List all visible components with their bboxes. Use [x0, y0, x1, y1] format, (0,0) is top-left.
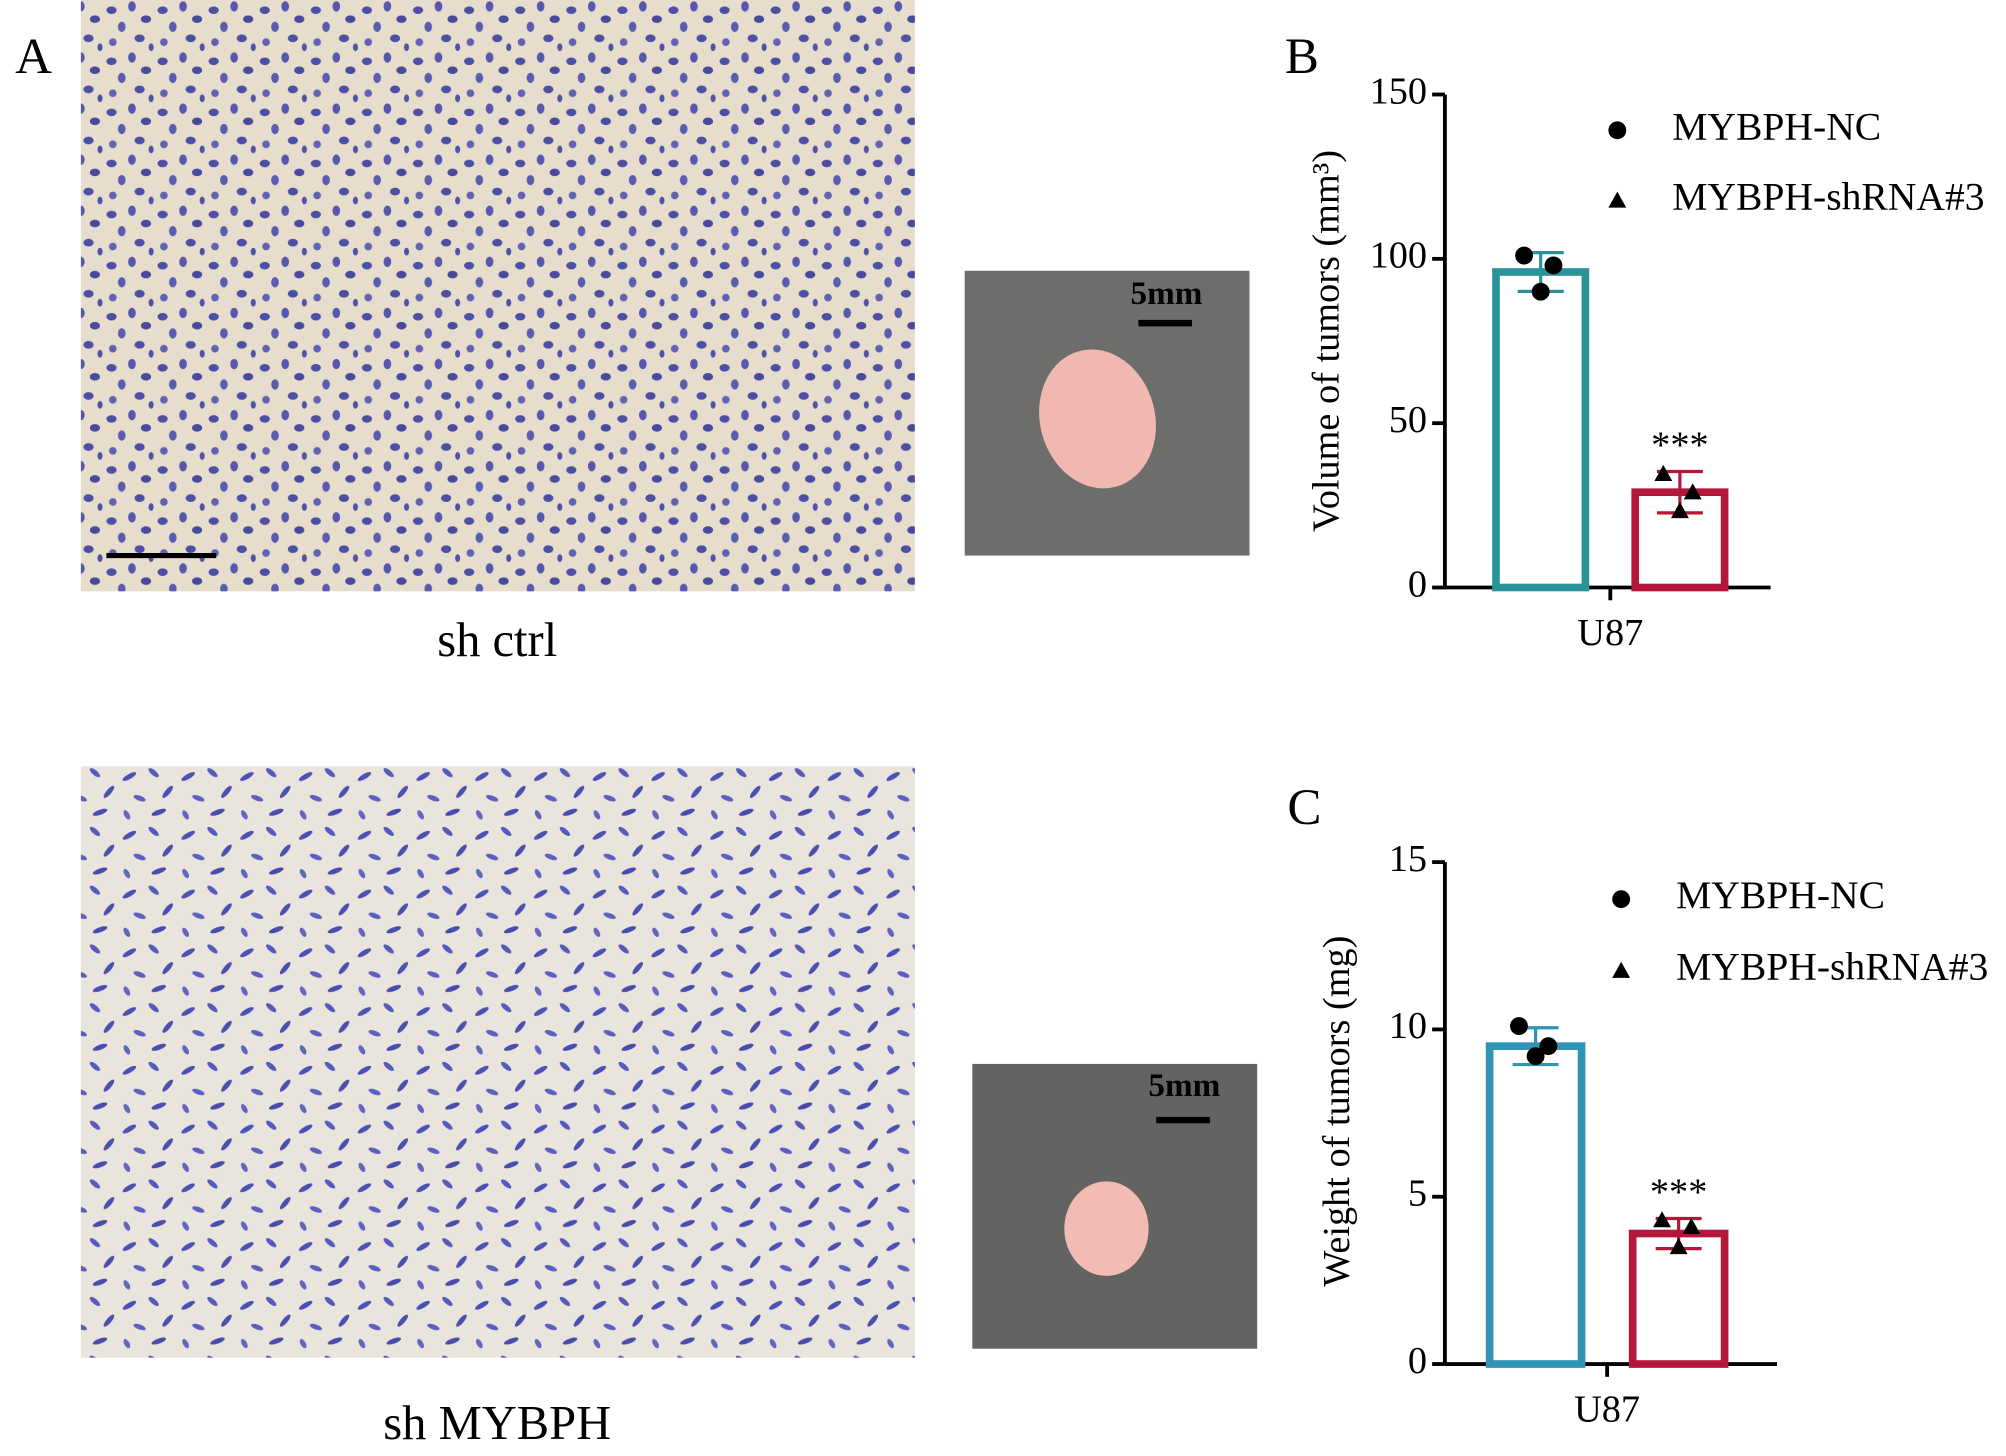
- panel-label: B: [1285, 28, 1319, 85]
- bar: [1628, 1229, 1729, 1368]
- micrograph: [80, 0, 915, 592]
- point: [1510, 1017, 1528, 1036]
- scale-label: 5mm: [1131, 275, 1203, 312]
- point: [1653, 1211, 1671, 1228]
- image-caption: sh ctrl: [437, 614, 557, 667]
- panel-label: C: [1287, 779, 1321, 836]
- y-tick-label: 150: [1370, 70, 1427, 112]
- point: [1669, 1237, 1688, 1255]
- point: [1531, 282, 1550, 301]
- scale-label: 5mm: [1148, 1067, 1220, 1104]
- point: [1539, 1037, 1558, 1056]
- x-tick-label: U87: [1574, 1388, 1640, 1430]
- legend-marker: [1612, 961, 1631, 978]
- y-tick-label: 10: [1389, 1005, 1427, 1047]
- panel-label: A: [15, 28, 52, 85]
- y-axis-label: Weight of tumors (mg): [1316, 936, 1358, 1287]
- tumor: [1039, 349, 1156, 489]
- point: [1683, 483, 1702, 500]
- point: [1544, 256, 1563, 275]
- y-tick-label: 5: [1408, 1173, 1427, 1215]
- point: [1670, 501, 1689, 519]
- legend-label: MYBPH-NC: [1676, 873, 1885, 917]
- bar: [1492, 268, 1590, 592]
- legend-label: MYBPH-shRNA#3: [1676, 945, 1988, 989]
- image-caption: sh MYBPH: [383, 1397, 611, 1450]
- point: [1682, 1217, 1701, 1234]
- y-axis-label: Volume of tumors (mm³): [1306, 150, 1348, 532]
- y-tick-label: 15: [1389, 838, 1427, 880]
- x-tick-label: U87: [1577, 612, 1643, 654]
- micrograph: [80, 766, 915, 1358]
- y-tick-label: 0: [1408, 563, 1427, 605]
- point: [1526, 1047, 1545, 1066]
- legend-label: MYBPH-NC: [1672, 104, 1881, 148]
- legend-label: MYBPH-shRNA#3: [1672, 175, 1984, 219]
- point: [1515, 246, 1534, 265]
- significance: ***: [1650, 1171, 1707, 1213]
- y-tick-label: 100: [1370, 235, 1427, 277]
- bar: [1485, 1042, 1586, 1368]
- point: [1654, 464, 1673, 481]
- y-tick-label: 0: [1408, 1340, 1427, 1382]
- legend-marker: [1612, 890, 1631, 909]
- tumor: [1064, 1181, 1149, 1276]
- significance: ***: [1651, 424, 1708, 466]
- y-tick-label: 50: [1389, 399, 1427, 441]
- legend-marker: [1608, 121, 1627, 140]
- legend-marker: [1608, 191, 1627, 208]
